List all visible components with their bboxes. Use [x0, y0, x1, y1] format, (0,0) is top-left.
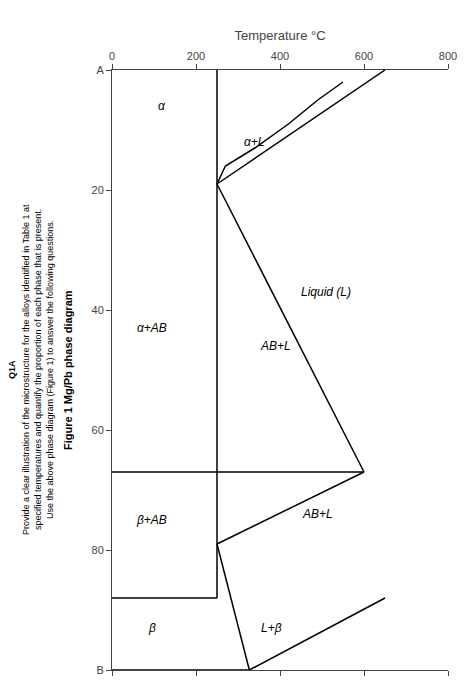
svg-text:400: 400	[271, 50, 289, 62]
svg-text:Provide a clear illustration o: Provide a clear illustration of the micr…	[21, 204, 31, 535]
svg-text:Q1A: Q1A	[7, 360, 17, 379]
svg-text:600: 600	[355, 50, 373, 62]
svg-text:80: 80	[92, 544, 104, 556]
svg-text:L+β: L+β	[261, 621, 282, 635]
svg-text:A: A	[96, 64, 104, 76]
svg-text:β: β	[148, 621, 156, 635]
svg-text:β+AB: β+AB	[136, 513, 167, 527]
svg-text:AB+L: AB+L	[260, 339, 291, 353]
svg-text:40: 40	[92, 304, 104, 316]
svg-text:0: 0	[109, 50, 115, 62]
svg-text:α+AB: α+AB	[137, 321, 167, 335]
svg-text:Temperature °C: Temperature °C	[234, 28, 325, 43]
svg-text:Use the above phase diagram (F: Use the above phase diagram (Figure 1) t…	[45, 220, 55, 519]
svg-text:α: α	[158, 99, 166, 113]
svg-text:800: 800	[439, 50, 457, 62]
svg-text:20: 20	[92, 184, 104, 196]
svg-text:Figure 1 Mg/Pb phase diagram: Figure 1 Mg/Pb phase diagram	[62, 290, 74, 450]
svg-text:200: 200	[187, 50, 205, 62]
svg-text:AB+L: AB+L	[302, 507, 333, 521]
svg-text:Liquid (L): Liquid (L)	[301, 285, 351, 299]
svg-text:specified temperatures and qua: specified temperatures and quantify the …	[33, 209, 43, 530]
svg-text:B: B	[96, 664, 103, 676]
svg-text:60: 60	[92, 424, 104, 436]
svg-text:α+L: α+L	[244, 135, 265, 149]
